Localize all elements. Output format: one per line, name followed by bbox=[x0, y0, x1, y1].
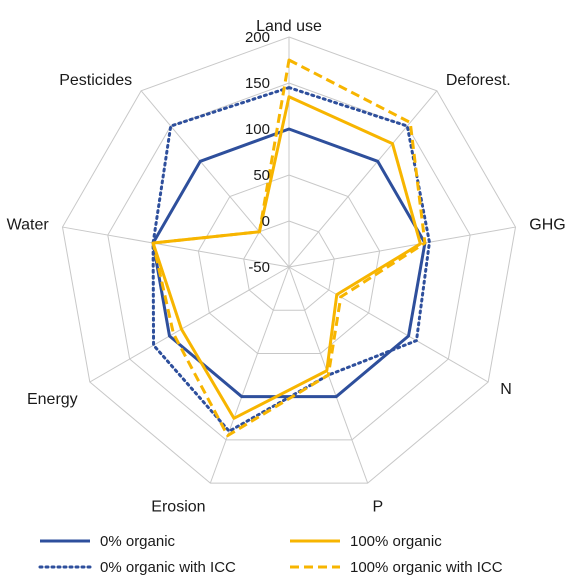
spoke-ghg bbox=[288, 226, 516, 268]
axis-label-p: P bbox=[372, 498, 383, 515]
legend-label-100-organic-with-icc: 100% organic with ICC bbox=[350, 559, 503, 576]
spoke-energy bbox=[89, 266, 290, 383]
spoke-pesticides bbox=[140, 90, 290, 268]
tick-label: -50 bbox=[248, 259, 270, 276]
axis-label-erosion: Erosion bbox=[151, 498, 205, 515]
spoke-erosion bbox=[209, 266, 290, 484]
tick-label: 100 bbox=[245, 121, 270, 138]
tick-label: 50 bbox=[253, 167, 270, 184]
spoke-n bbox=[288, 266, 489, 383]
grid-ring-2 bbox=[197, 174, 381, 354]
series-layer bbox=[151, 58, 431, 438]
grid-ring-1 bbox=[243, 220, 335, 311]
axis-label-energy: Energy bbox=[27, 391, 78, 408]
grid-ring-5 bbox=[61, 36, 517, 484]
axis-label-land-use: Land use bbox=[256, 18, 322, 35]
axis-label-deforest: Deforest. bbox=[446, 72, 511, 89]
legend-label-100-organic: 100% organic bbox=[350, 533, 442, 550]
legend: 0% organic 100% organic 0% organic with IC… bbox=[38, 533, 503, 576]
axis-label-ghg: GHG bbox=[529, 217, 565, 234]
spoke-deforest bbox=[288, 90, 438, 268]
spoke-water bbox=[62, 226, 290, 268]
series-0-organic-with-icc bbox=[151, 86, 431, 433]
axis-labels: Land use Deforest. GHG N P Erosion Energy Water… bbox=[7, 18, 566, 515]
radar-grid bbox=[61, 36, 517, 484]
axis-label-n: N bbox=[500, 381, 512, 398]
legend-label-0-organic: 0% organic bbox=[100, 533, 176, 550]
tick-labels: -50 0 50 100 150 200 bbox=[245, 29, 270, 276]
tick-label: 150 bbox=[245, 75, 270, 92]
legend-label-0-organic-with-icc: 0% organic with ICC bbox=[100, 559, 236, 576]
tick-label: 0 bbox=[262, 213, 270, 230]
grid-ring-4 bbox=[107, 82, 471, 441]
tick-label: 200 bbox=[245, 29, 270, 46]
series-100-organic bbox=[151, 95, 422, 420]
series-100-organic-with-icc bbox=[151, 58, 427, 438]
axis-label-water: Water bbox=[7, 217, 50, 234]
axis-label-pesticides: Pesticides bbox=[59, 72, 132, 89]
